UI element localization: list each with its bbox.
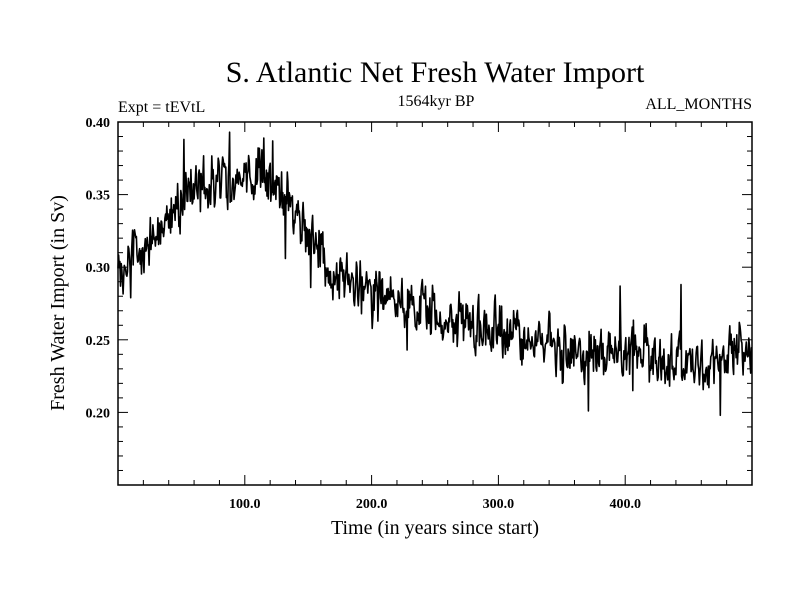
y-tick-label: 0.20 (86, 406, 111, 421)
y-axis-tick-labels: 0.20 0.25 0.30 0.35 0.40 (86, 116, 111, 421)
time-period-label: 1564kyr BP (398, 93, 475, 110)
x-axis-tick-labels: 100.0 200.0 300.0 400.0 (229, 497, 641, 512)
plot-frame (117, 121, 753, 486)
y-tick-label: 0.40 (86, 116, 111, 131)
y-tick-label: 0.25 (86, 334, 111, 349)
x-axis-ticks (142, 122, 728, 485)
x-tick-label: 300.0 (483, 497, 515, 512)
y-axis-ticks (118, 136, 752, 471)
y-tick-label: 0.35 (86, 189, 111, 204)
x-axis-label: Time (in years since start) (331, 517, 539, 539)
experiment-label: Expt = tEVtL (118, 99, 205, 116)
months-label: ALL_MONTHS (645, 96, 752, 113)
chart-title: S. Atlantic Net Fresh Water Import (226, 56, 645, 89)
y-axis-label: Fresh Water Import (in Sv) (47, 195, 69, 411)
y-tick-label: 0.30 (86, 261, 111, 276)
data-series-line (117, 131, 753, 417)
x-tick-label: 200.0 (356, 497, 388, 512)
x-tick-label: 100.0 (229, 497, 261, 512)
x-tick-label: 400.0 (609, 497, 641, 512)
